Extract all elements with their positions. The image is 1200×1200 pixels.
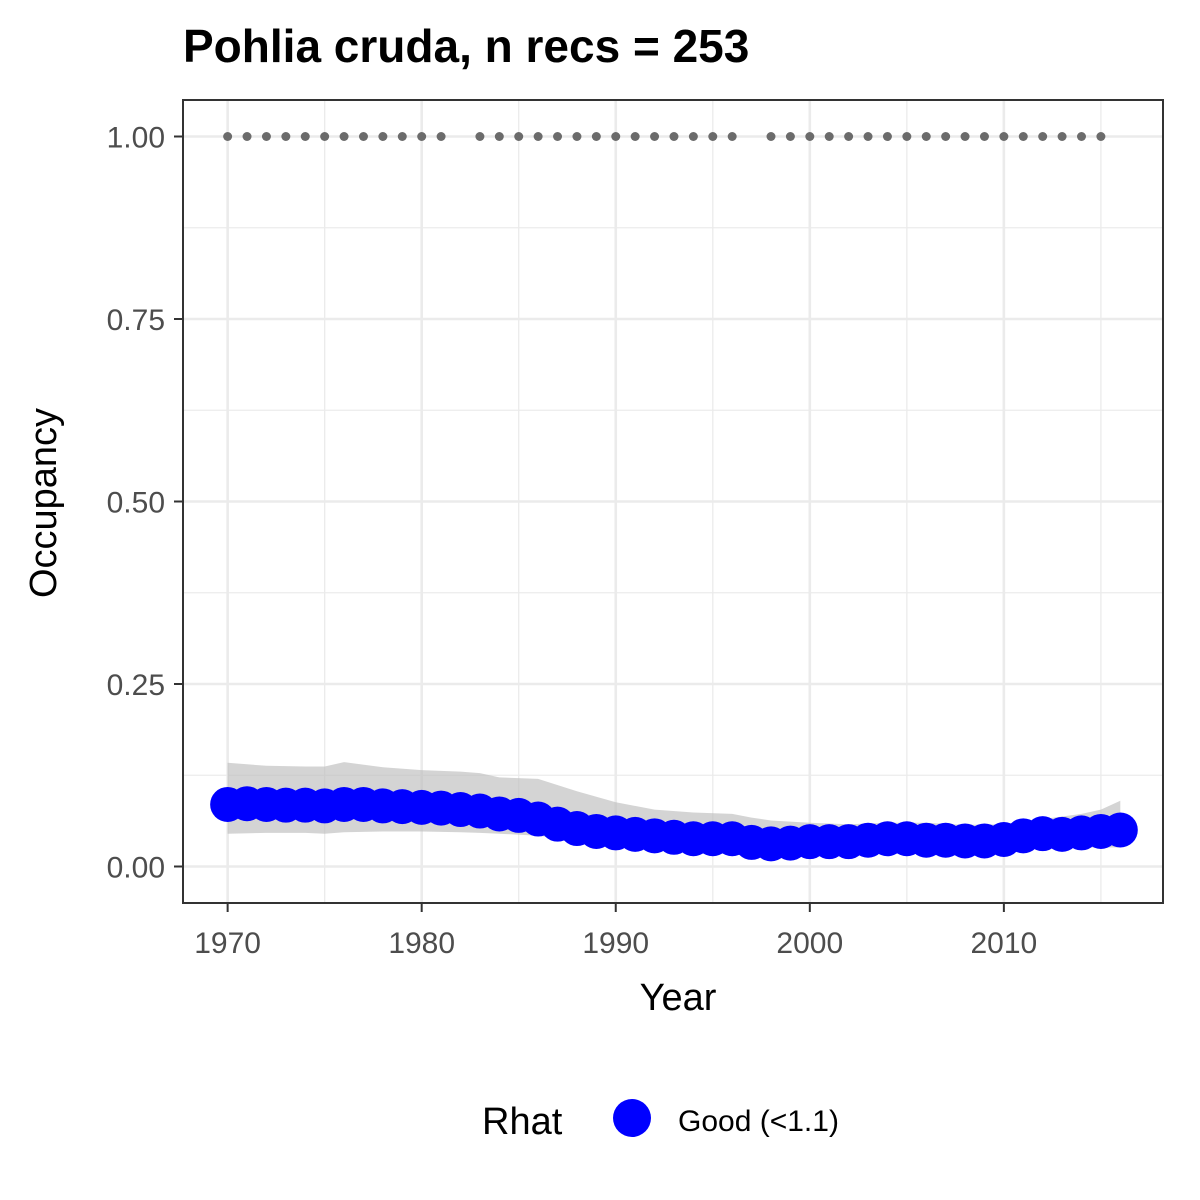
y-tick-label: 1.00 [107,122,165,155]
record-year-point [339,132,349,141]
legend-key-good [613,1099,651,1137]
record-year-point [591,132,601,141]
record-year-point [1076,132,1086,141]
x-tick-label: 2000 [776,927,843,960]
record-year-point [669,132,679,141]
record-year-point [378,132,388,141]
legend-label-good: Good (<1.1) [678,1105,839,1138]
record-year-point [863,132,873,141]
x-tick-label: 1990 [582,927,649,960]
record-year-point [358,132,368,141]
record-year-point [785,132,795,141]
records-layer [223,132,1106,141]
record-year-point [572,132,582,141]
record-year-point [1057,132,1067,141]
x-axis-title: Year [640,977,717,1019]
y-tick-label: 0.00 [107,852,165,885]
chart-title: Pohlia cruda, n recs = 253 [183,20,749,72]
record-year-point [999,132,1009,141]
legend: Rhat Good (<1.1) [482,1099,839,1143]
record-year-point [650,132,660,141]
record-year-point [708,132,718,141]
x-tick-label: 2010 [970,927,1037,960]
record-year-point [1038,132,1048,141]
record-year-point [475,132,485,141]
y-tick-label: 0.25 [107,669,165,702]
record-year-point [805,132,815,141]
record-year-point [281,132,291,141]
y-tick-label: 0.50 [107,487,165,520]
x-axis: 1970 1980 1990 2000 2010 [194,903,1037,960]
record-year-point [533,132,543,141]
record-year-point [320,132,330,141]
record-year-point [921,132,931,141]
occupancy-point [1102,812,1138,848]
record-year-point [727,132,737,141]
y-axis-title: Occupancy [23,408,65,598]
points-layer [210,786,1138,862]
record-year-point [688,132,698,141]
record-year-point [824,132,834,141]
record-year-point [436,132,446,141]
record-year-point [902,132,912,141]
record-year-point [514,132,524,141]
record-year-point [397,132,407,141]
record-year-point [1018,132,1028,141]
record-year-point [630,132,640,141]
x-tick-label: 1980 [388,927,455,960]
y-tick-label: 0.75 [107,304,165,337]
record-year-point [553,132,563,141]
record-year-point [882,132,892,141]
record-year-point [300,132,310,141]
record-year-point [941,132,951,141]
record-year-point [844,132,854,141]
record-year-point [766,132,776,141]
record-year-point [611,132,621,141]
record-year-point [960,132,970,141]
y-axis: 0.00 0.25 0.50 0.75 1.00 [107,122,183,885]
record-year-point [223,132,233,141]
plot-panel [182,99,1164,904]
record-year-point [1096,132,1106,141]
legend-title: Rhat [482,1101,563,1143]
record-year-point [417,132,427,141]
record-year-point [494,132,504,141]
record-year-point [979,132,989,141]
record-year-point [242,132,252,141]
x-tick-label: 1970 [194,927,261,960]
record-year-point [261,132,271,141]
